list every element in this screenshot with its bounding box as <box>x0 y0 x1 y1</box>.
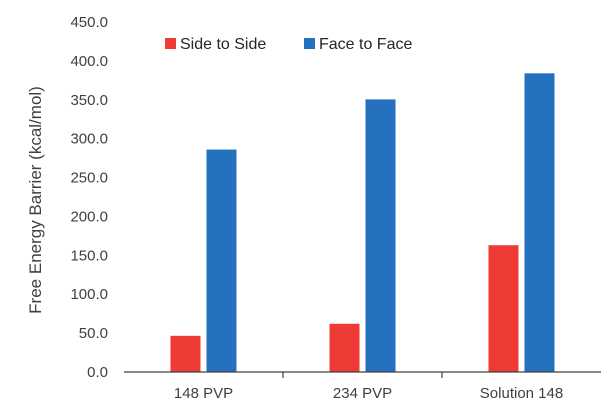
y-tick-label: 0.0 <box>87 364 108 381</box>
bar-side-to-side <box>329 323 360 372</box>
x-axis-ticks: 148 PVP 234 PVP Solution 148 <box>174 372 563 402</box>
x-tick-label: Solution 148 <box>480 385 563 402</box>
y-tick-label: 250.0 <box>70 170 108 187</box>
y-tick-label: 400.0 <box>70 53 108 70</box>
y-axis-title: Free Energy Barrier (kcal/mol) <box>26 86 45 314</box>
y-tick-label: 50.0 <box>79 325 108 342</box>
bar-face-to-face <box>524 73 555 372</box>
legend-swatch <box>304 38 315 49</box>
y-tick-label: 150.0 <box>70 247 108 264</box>
bars <box>170 73 555 372</box>
y-axis-ticks: 0.0 50.0 100.0 150.0 200.0 250.0 300.0 350.0 400… <box>70 14 108 381</box>
y-tick-label: 200.0 <box>70 208 108 225</box>
bar-face-to-face <box>365 99 396 372</box>
y-tick-label: 100.0 <box>70 286 108 303</box>
x-tick-label: 148 PVP <box>174 385 233 402</box>
legend-label: Face to Face <box>319 36 412 53</box>
legend-label: Side to Side <box>180 36 266 53</box>
legend-swatch <box>165 38 176 49</box>
bar-side-to-side <box>170 335 201 372</box>
bar-side-to-side <box>488 245 519 372</box>
y-tick-label: 450.0 <box>70 14 108 31</box>
y-tick-label: 300.0 <box>70 131 108 148</box>
x-tick-label: 234 PVP <box>333 385 392 402</box>
bar-face-to-face <box>206 149 237 372</box>
y-tick-label: 350.0 <box>70 92 108 109</box>
legend: Side to Side Face to Face <box>165 36 412 53</box>
